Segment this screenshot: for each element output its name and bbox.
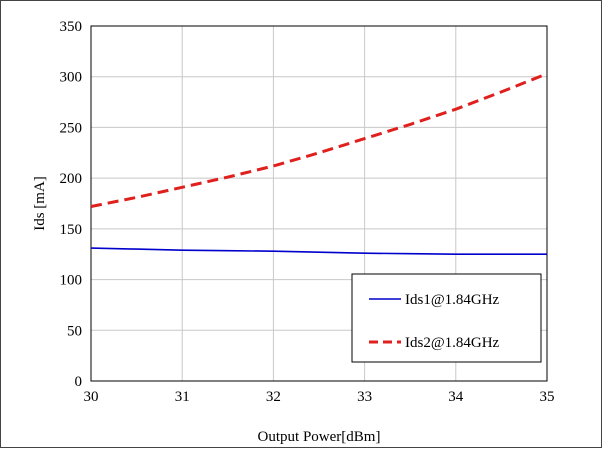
legend-label-ids2: Ids2@1.84GHz [405,335,500,351]
x-tick-label: 31 [175,389,190,405]
x-tick-label: 35 [540,389,555,405]
x-tick-label: 34 [448,389,464,405]
legend-label-ids1: Ids1@1.84GHz [405,292,500,308]
plot-area-border [90,25,548,382]
legend: Ids1@1.84GHz Ids2@1.84GHz [351,273,542,363]
series-lines [90,72,548,255]
y-tick-label: 250 [60,120,83,136]
y-tick-label: 200 [60,171,83,187]
y-tick-label: 0 [75,374,83,390]
x-tick-label: 32 [266,389,281,405]
x-tick-label: 33 [357,389,372,405]
y-tick-label: 100 [60,273,83,289]
series-line-2 [90,72,548,208]
y-tick-label: 150 [60,222,83,238]
y-tick-label: 50 [67,323,82,339]
y-tick-label: 350 [60,19,83,35]
y-tick-label: 300 [60,70,83,86]
x-tick-label: 30 [84,389,99,405]
series-line-1 [90,247,547,255]
legend-box [351,273,542,363]
y-axis-title: Ids [mA] [32,176,48,231]
x-axis-title: Output Power[dBm] [258,429,381,445]
